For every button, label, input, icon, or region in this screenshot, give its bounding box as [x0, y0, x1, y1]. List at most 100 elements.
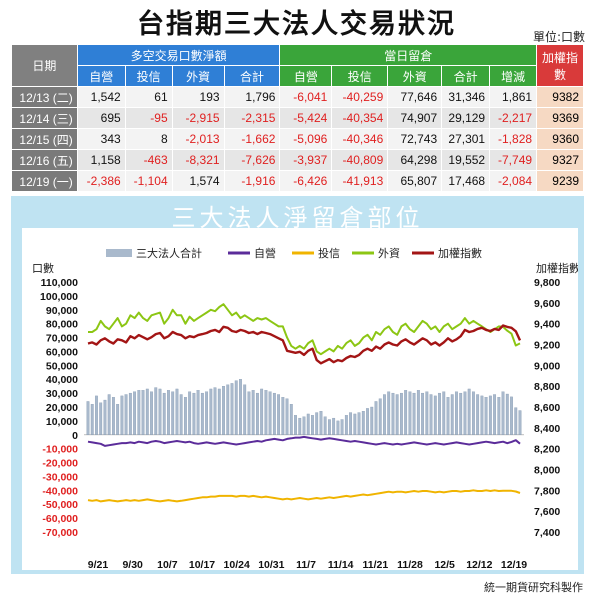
table-cell: -2,386	[76, 170, 126, 192]
index-cell: 9360	[536, 128, 584, 150]
table-cell: 1,158	[76, 149, 126, 171]
table-cell: -1,104	[124, 170, 173, 192]
table-row: 12/14 (三) 695 -95 -2,915 -2,315 -5,424 -40,354…	[11, 107, 584, 129]
table-cell: 19,552	[441, 149, 491, 171]
row-date: 12/14 (三)	[11, 107, 78, 129]
table-cell: -2,013	[171, 128, 225, 150]
bar-total	[374, 401, 378, 435]
bar-total	[370, 406, 374, 435]
table-cell: 343	[76, 128, 126, 150]
y-tick-label: -50,000	[42, 499, 78, 511]
row-date: 12/15 (四)	[11, 128, 78, 150]
table-cell: 74,907	[387, 107, 443, 129]
bar-total	[111, 397, 115, 435]
bar-total	[497, 397, 501, 435]
bar-total	[501, 391, 505, 435]
bar-total	[361, 411, 365, 435]
legend-label: 三大法人合計	[136, 246, 202, 260]
y-axis-label: 口數	[32, 262, 54, 275]
bar-total	[327, 419, 331, 435]
sub-header: 投信	[331, 65, 389, 87]
table-cell: 29,129	[441, 107, 491, 129]
table-cell: -5,424	[279, 107, 333, 129]
line-taiex-index	[87, 324, 522, 365]
sub-header: 投信	[124, 65, 173, 87]
bar-total	[383, 394, 386, 435]
table-cell: -3,937	[279, 149, 333, 171]
bar-total	[95, 395, 98, 435]
x-tick-label: 9/30	[122, 559, 143, 570]
x-tick-label: 10/31	[258, 559, 284, 570]
bar-total	[205, 391, 209, 435]
unit-label: 單位:口數	[532, 30, 585, 44]
index-cell: 9239	[536, 170, 584, 192]
table-cell: 65,807	[387, 170, 443, 192]
bar-total	[107, 394, 111, 435]
group-net-header: 多空交易口數淨額	[76, 44, 281, 66]
table-cell: -40,346	[331, 128, 389, 150]
x-tick-label: 11/14	[328, 559, 354, 570]
bar-total	[514, 407, 518, 435]
table-cell: -41,913	[331, 170, 389, 192]
table-row: 12/15 (四) 343 8 -2,013 -1,662 -5,096 -40,346 72…	[11, 128, 584, 150]
table-cell: -6,426	[279, 170, 333, 192]
bar-total	[488, 395, 492, 435]
table-cell: -463	[124, 149, 173, 171]
bar-total	[319, 411, 323, 435]
bar-total	[124, 394, 128, 435]
y-tick-label: 90,000	[46, 305, 78, 317]
bar-total	[344, 415, 348, 435]
bar-total	[183, 397, 187, 435]
bar-total	[463, 391, 467, 435]
table-cell: 72,743	[387, 128, 443, 150]
bar-total	[217, 388, 221, 435]
table-cell: -8,321	[171, 149, 225, 171]
bar-total	[425, 391, 429, 435]
bar-total	[399, 392, 403, 435]
sub-header: 合計	[223, 65, 281, 87]
y2-tick-label: 9,600	[534, 298, 560, 310]
y-tick-label: -60,000	[42, 513, 78, 525]
table-cell: -5,096	[279, 128, 333, 150]
x-tick-label: 10/7	[157, 559, 178, 570]
bar-total	[518, 410, 522, 435]
y-tick-label: 20,000	[46, 402, 78, 414]
bar-total	[459, 392, 463, 435]
bar-total	[264, 390, 268, 435]
table-cell: -1,662	[223, 128, 281, 150]
bar-total	[416, 390, 420, 435]
table-cell: 77,646	[387, 86, 443, 108]
legend-label: 自營	[254, 247, 276, 260]
bar-total	[141, 390, 145, 435]
y2-tick-label: 7,600	[534, 506, 560, 518]
bar-total	[298, 417, 302, 435]
bar-total	[332, 417, 336, 435]
y2-tick-label: 9,000	[534, 360, 560, 372]
bar-total	[446, 397, 450, 435]
bar-total	[239, 379, 242, 435]
chart-panel: 三大法人淨留倉部位 三大法人合計 自營 投信 外資 加權指數 口數 加權指數 110,000 1…	[11, 196, 584, 574]
x-tick-label: 11/28	[397, 559, 423, 570]
bar-total	[433, 395, 437, 435]
bar-total	[387, 391, 391, 435]
bar-total	[133, 391, 137, 435]
y2-tick-label: 8,400	[534, 423, 560, 435]
bar-total	[311, 415, 314, 435]
y-tick-label: 110,000	[41, 277, 79, 289]
table-cell: 31,346	[441, 86, 491, 108]
table-cell: 1,574	[171, 170, 225, 192]
table-cell: 1,861	[489, 86, 538, 108]
page-title: 台指期三大法人交易狀況	[137, 9, 456, 40]
y2-tick-label: 9,800	[534, 277, 560, 289]
sub-header: 外資	[387, 65, 443, 87]
bar-total	[294, 415, 297, 435]
bar-total	[378, 398, 382, 435]
table-row: 12/19 (一) -2,386 -1,104 1,574 -1,916 -6,426 -4…	[11, 170, 584, 192]
bar-total	[251, 390, 255, 435]
row-date: 12/19 (一)	[11, 170, 78, 192]
bar-total	[467, 388, 471, 435]
bar-total	[167, 390, 170, 435]
y-tick-label: -20,000	[42, 458, 78, 470]
bar-total	[323, 416, 327, 435]
index-cell: 9369	[536, 107, 584, 129]
